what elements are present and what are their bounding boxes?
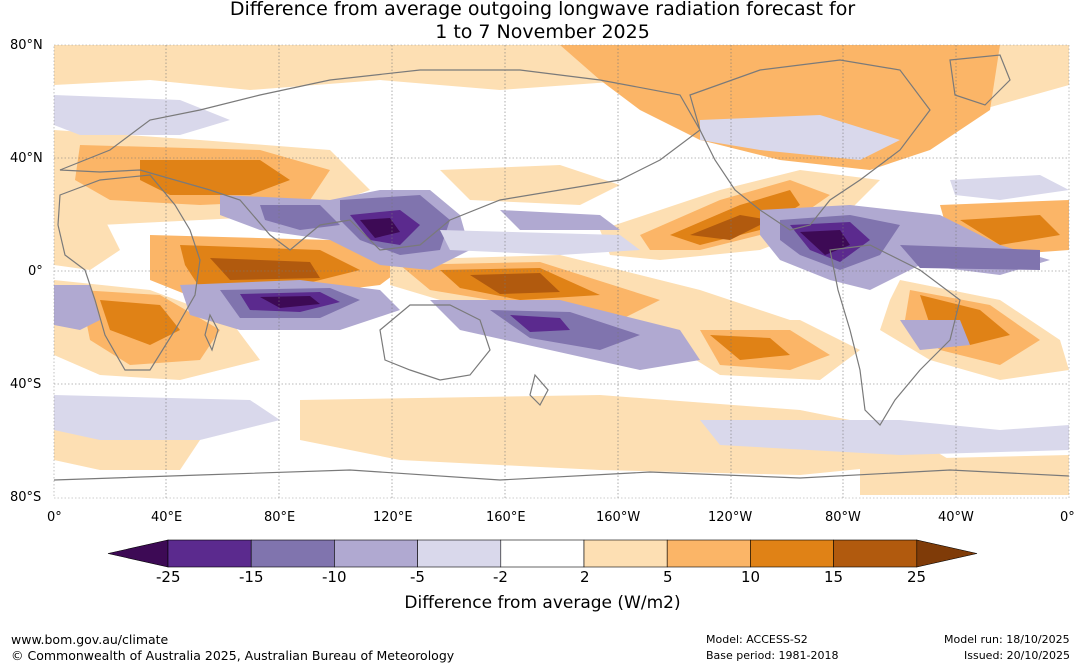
lat-label-80s: 80°S [10, 490, 42, 505]
lon-label-160w: 160°W [596, 510, 641, 525]
colorbar-tick-label: 15 [824, 568, 844, 586]
lon-label-120w: 120°W [708, 510, 753, 525]
colorbar-segment [250, 539, 335, 568]
colorbar-title: Difference from average (W/m2) [404, 593, 681, 613]
graticule [54, 45, 1069, 498]
colorbar-segment [666, 539, 751, 568]
greenland-outline [949, 54, 1011, 106]
anomaly-field [54, 45, 1069, 498]
new-zealand-outline [529, 373, 549, 406]
colorbar-segment [500, 539, 585, 568]
eurasia-outline [59, 69, 701, 251]
colorbar-segment [583, 539, 668, 568]
colorbar-tick-label: 5 [663, 568, 673, 586]
lat-label-40n: 40°N [10, 151, 43, 166]
colorbar-tick-label: 25 [907, 568, 927, 586]
colorbar-tick-label: -15 [239, 568, 264, 586]
website-link[interactable]: www.bom.gov.au/climate [11, 632, 169, 647]
footer-copyright: © Commonwealth of Australia 2025, Austra… [11, 648, 455, 663]
colorbar-tick-label: -5 [410, 568, 425, 586]
map-frame [53, 44, 1070, 499]
north-america-outline [689, 59, 931, 231]
lat-label-40s: 40°S [10, 377, 42, 392]
colorbar-extend-high [916, 539, 978, 568]
chart-title: Difference from average outgoing longwav… [0, 0, 1085, 44]
antarctica-outline [54, 469, 1069, 481]
lat-label-0: 0° [28, 264, 43, 279]
lon-label-80w: 80°W [825, 510, 861, 525]
lon-label-80e: 80°E [264, 510, 296, 525]
colorbar-segment [167, 539, 252, 568]
colorbar-tick-label: -2 [493, 568, 508, 586]
colorbar-tick-label: 10 [741, 568, 761, 586]
footer-base-period: Base period: 1981-2018 [706, 649, 839, 662]
lat-label-80n: 80°N [10, 38, 43, 53]
title-line-2: 1 to 7 November 2025 [435, 21, 650, 43]
colorbar-segment [334, 539, 418, 568]
coastlines [54, 54, 1069, 481]
negative-anomaly-regions [54, 95, 1069, 455]
footer-model: Model: ACCESS-S2 [706, 633, 808, 646]
lon-label-160e: 160°E [486, 510, 526, 525]
colorbar-extend-low [107, 539, 169, 568]
title-line-1: Difference from average outgoing longwav… [229, 0, 856, 20]
south-america-outline [829, 244, 961, 426]
colorbar-segment [417, 539, 502, 568]
madagascar-outline [204, 313, 219, 352]
africa-outline [57, 174, 201, 371]
footer-model-run: Model run: 18/10/2025 [944, 633, 1070, 646]
lon-label-40e: 40°E [151, 510, 183, 525]
colorbar-tick-label: -25 [156, 568, 181, 586]
footer-website[interactable]: www.bom.gov.au/climate [11, 632, 168, 648]
lon-label-0-east: 0° [1060, 510, 1075, 525]
lon-label-40w: 40°W [938, 510, 974, 525]
lon-label-0: 0° [47, 510, 62, 525]
positive-anomaly-regions [54, 45, 1069, 495]
colorbar-tick-label: 2 [580, 568, 590, 586]
lon-label-120e: 120°E [373, 510, 413, 525]
colorbar-segment [750, 539, 834, 568]
colorbar [107, 539, 978, 568]
footer-issued: Issued: 20/10/2025 [964, 649, 1071, 662]
colorbar-segment [833, 539, 918, 568]
colorbar-tick-label: -10 [322, 568, 347, 586]
australia-outline [379, 304, 491, 381]
